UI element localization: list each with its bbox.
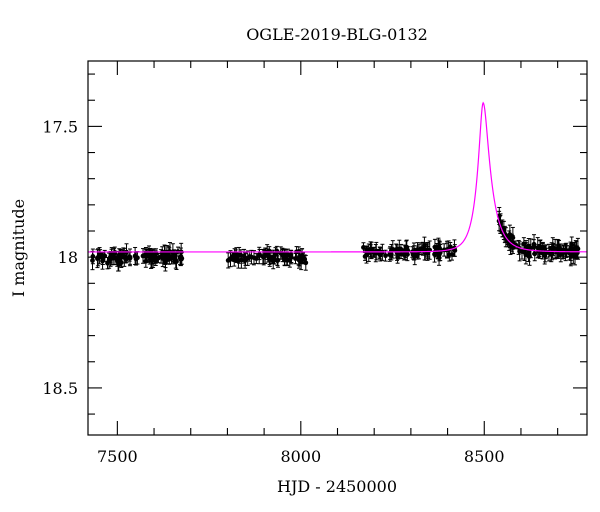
plot-area	[88, 101, 587, 272]
data-point	[123, 254, 129, 264]
data-point	[282, 253, 288, 267]
axis-ticks: 7500 8000 8500 17.5 18 18.5	[42, 61, 587, 466]
data-point	[245, 250, 251, 266]
y-tick-label: 18.5	[42, 379, 78, 398]
data-point	[162, 255, 168, 265]
y-tick-label: 17.5	[42, 117, 78, 136]
x-tick-label: 7500	[97, 447, 138, 466]
data-point	[267, 252, 273, 267]
x-tick-label: 8000	[280, 447, 321, 466]
data-point	[526, 248, 531, 263]
data-point	[415, 242, 420, 257]
data-point	[575, 237, 581, 260]
data-point	[297, 250, 302, 267]
chart-title: OGLE-2019-BLG-0132	[246, 25, 428, 44]
data-point	[555, 239, 561, 259]
data-point	[117, 254, 123, 266]
data-point	[552, 243, 558, 255]
data-point	[293, 252, 298, 265]
y-axis-label: I magnitude	[9, 199, 28, 297]
data-point	[256, 246, 262, 265]
data-point	[166, 247, 172, 265]
data-point	[432, 245, 437, 263]
y-tick-label: 18	[58, 248, 78, 267]
data-point	[569, 236, 575, 254]
data-point	[233, 247, 239, 262]
x-axis-label: HJD - 2450000	[277, 477, 397, 496]
model-curve	[88, 101, 587, 253]
data-point	[364, 245, 370, 255]
data-point	[153, 256, 159, 266]
data-point	[436, 249, 442, 266]
data-point	[132, 246, 138, 266]
x-tick-label: 8500	[464, 447, 505, 466]
data-point	[102, 249, 108, 262]
data-point	[302, 254, 308, 265]
data-point	[249, 249, 254, 265]
data-point	[236, 246, 242, 264]
data-point	[542, 245, 548, 263]
data-point	[274, 255, 280, 266]
